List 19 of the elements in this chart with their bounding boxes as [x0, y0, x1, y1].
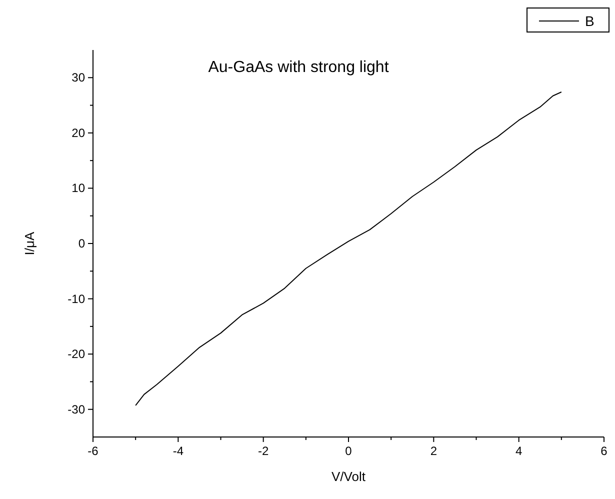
y-tick-label: -20: [68, 347, 86, 362]
text: Au-GaAs with strong light: [208, 59, 390, 76]
x-tick-label: -2: [258, 444, 269, 458]
y-tick-label: 10: [72, 181, 86, 196]
y-tick-label: 20: [72, 126, 86, 140]
legend-label: B: [585, 13, 594, 29]
x-tick-label: 0: [345, 444, 352, 458]
x-tick-label: 2: [430, 444, 438, 458]
x-axis-title: V/Volt: [332, 469, 366, 484]
x-tick-label: 6: [600, 444, 608, 458]
y-tick-label: 30: [72, 70, 86, 85]
y-tick-label: 0: [78, 236, 86, 250]
line-series: [135, 92, 562, 406]
y-tick-label: -10: [68, 292, 86, 306]
y-axis-title: I/μA: [22, 231, 37, 256]
y-tick-label: -30: [68, 402, 86, 416]
x-tick-label: -6: [88, 444, 99, 458]
x-tick-label: -4: [172, 444, 184, 458]
x-tick-label: 4: [515, 444, 522, 458]
